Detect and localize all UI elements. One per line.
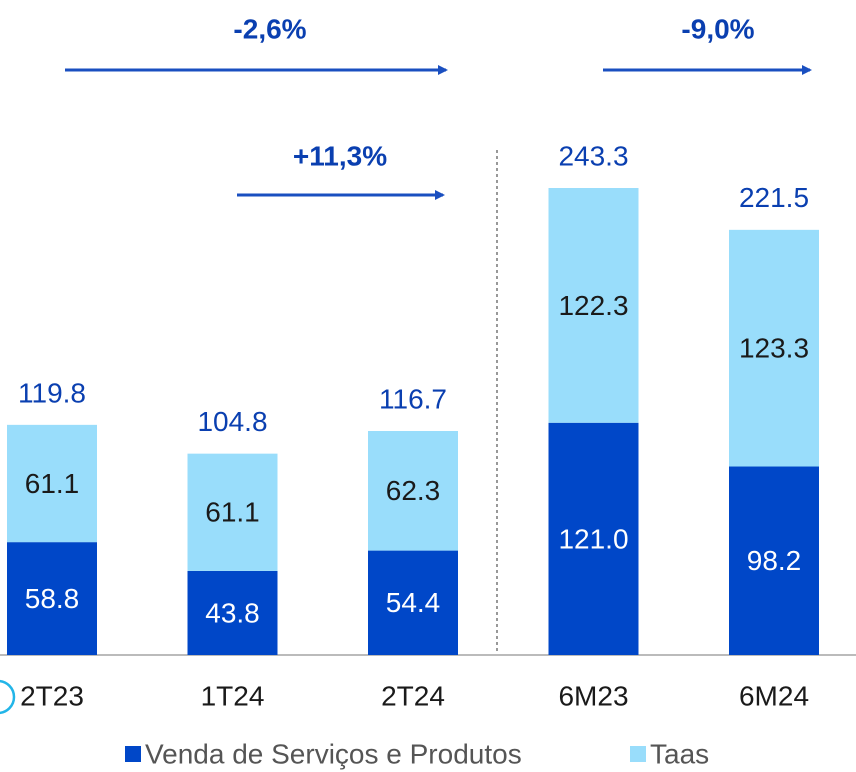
x-tick-label: 2T23 bbox=[20, 680, 84, 711]
legend-label: Taas bbox=[650, 738, 709, 769]
total-label: 119.8 bbox=[18, 377, 86, 408]
total-label: 243.3 bbox=[558, 140, 628, 171]
data-label: 62.3 bbox=[386, 475, 441, 506]
bar-segment bbox=[548, 422, 639, 655]
legend-swatch bbox=[630, 746, 646, 762]
total-label: 104.8 bbox=[197, 406, 267, 437]
annotation: -2,6% bbox=[233, 13, 306, 44]
bar-segment bbox=[729, 466, 819, 655]
data-label: 58.8 bbox=[25, 583, 80, 614]
bar-segment bbox=[187, 453, 278, 571]
legend-swatch bbox=[125, 746, 141, 762]
bar-segment bbox=[548, 188, 639, 423]
x-tick-label: 6M23 bbox=[558, 680, 628, 711]
data-label: 43.8 bbox=[205, 597, 260, 628]
x-tick-label: 6M24 bbox=[739, 680, 809, 711]
x-tick-label: 2T24 bbox=[381, 680, 445, 711]
bar-segment bbox=[729, 229, 819, 467]
icon bbox=[0, 679, 16, 715]
annotation: -9,0% bbox=[681, 13, 754, 44]
bar-segment bbox=[7, 542, 97, 655]
bar-segment bbox=[368, 550, 458, 655]
data-label: 98.2 bbox=[747, 545, 802, 576]
bar-segment bbox=[187, 570, 278, 655]
data-label: 54.4 bbox=[386, 587, 441, 618]
total-label: 116.7 bbox=[379, 383, 447, 414]
data-label: 61.1 bbox=[205, 497, 260, 528]
annotation: +11,3% bbox=[293, 140, 387, 171]
x-tick-label: 1T24 bbox=[201, 680, 265, 711]
legend-label: Venda de Serviços e Produtos bbox=[145, 738, 522, 769]
data-label: 123.3 bbox=[739, 333, 809, 364]
bar-segment bbox=[368, 431, 458, 551]
data-label: 122.3 bbox=[558, 290, 628, 321]
bar-segment bbox=[7, 424, 97, 543]
data-label: 61.1 bbox=[25, 468, 80, 499]
total-label: 221.5 bbox=[739, 182, 809, 213]
data-label: 121.0 bbox=[558, 523, 628, 554]
